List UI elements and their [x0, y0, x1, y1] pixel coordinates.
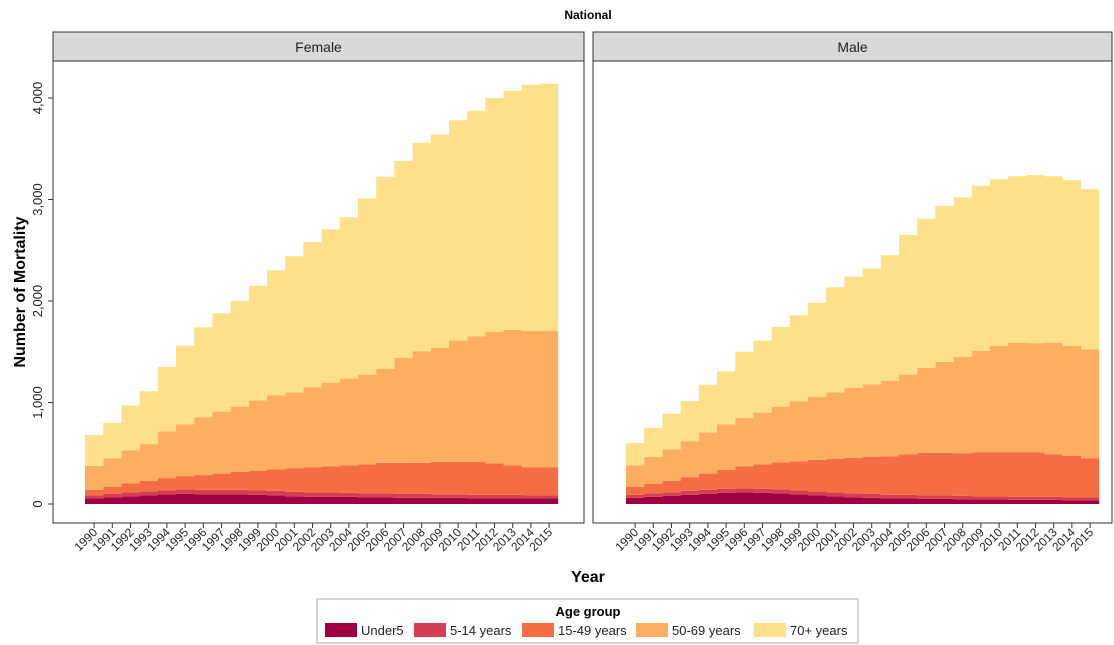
- legend-label-70-years: 70+ years: [790, 623, 848, 638]
- panel-male-areas: [626, 175, 1100, 504]
- y-axis: 0 1,000 2,000 3,000 4,000: [30, 82, 53, 508]
- area-male-under5: [626, 492, 1100, 504]
- legend-label-5-14-years: 5-14 years: [450, 623, 512, 638]
- legend-title: Age group: [556, 604, 621, 619]
- panel-male: Male 19901991199219931994199519961997199…: [592, 31, 1113, 554]
- y-tick-label: 3,000: [30, 183, 45, 216]
- panel-male-label: Male: [837, 39, 868, 55]
- y-tick-label: 4,000: [30, 82, 45, 115]
- panel-female-strip: [52, 31, 585, 62]
- area-male-5-14-years: [626, 488, 1100, 501]
- legend-swatch-15-49-years: [522, 623, 554, 637]
- legend-swatch-50-69-years: [636, 623, 668, 637]
- legend-swatch-70-years: [754, 623, 786, 637]
- area-female-5-14-years: [85, 489, 559, 499]
- panel-female-areas: [85, 83, 559, 504]
- legend-swatch-under5: [325, 623, 357, 637]
- panel-female-label: Female: [295, 39, 342, 55]
- legend-label-under5: Under5: [361, 623, 404, 638]
- legend-items: Under5 5-14 years 15-49 years 50-69 years 70…: [325, 623, 848, 638]
- legend-swatch-5-14-years: [414, 623, 446, 637]
- area-female-under5: [85, 493, 559, 504]
- area-male-50-69-years: [626, 342, 1100, 487]
- area-female-70-years: [85, 83, 559, 466]
- x-axis-title: Year: [571, 569, 605, 586]
- area-female-15-49-years: [85, 461, 559, 496]
- panel-female-x-axis: 1990199119921993199419951996199719981999…: [71, 523, 555, 554]
- y-axis-title: Number of Mortality: [12, 216, 29, 367]
- chart-title: National: [564, 8, 611, 22]
- y-tick-label: 1,000: [30, 386, 45, 419]
- panel-male-x-axis: 1990199119921993199419951996199719981999…: [612, 523, 1096, 554]
- y-tick-label: 0: [30, 500, 45, 507]
- panel-female: Female 199019911992199319941995199619971…: [52, 31, 585, 554]
- legend-label-50-69-years: 50-69 years: [672, 623, 741, 638]
- area-male-70-years: [626, 175, 1100, 466]
- legend: Age group Under5 5-14 years 15-49 years 50-…: [316, 598, 859, 644]
- y-tick-label: 2,000: [30, 285, 45, 318]
- area-female-50-69-years: [85, 329, 559, 490]
- panel-male-strip: [592, 31, 1113, 62]
- area-male-15-49-years: [626, 452, 1100, 498]
- legend-label-15-49-years: 15-49 years: [558, 623, 627, 638]
